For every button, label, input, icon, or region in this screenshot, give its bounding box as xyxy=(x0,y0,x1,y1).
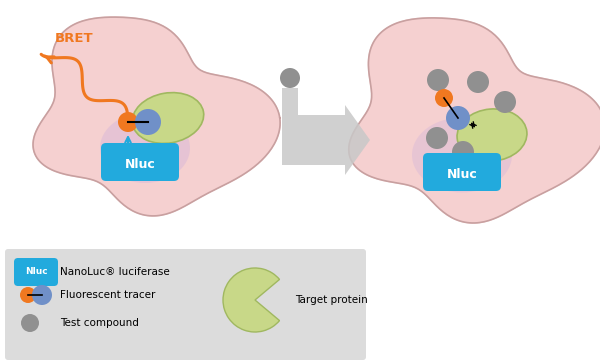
Text: Target protein: Target protein xyxy=(295,295,368,305)
FancyBboxPatch shape xyxy=(14,258,58,286)
Circle shape xyxy=(32,285,52,305)
Text: BRET: BRET xyxy=(55,32,94,45)
Ellipse shape xyxy=(132,92,204,143)
FancyBboxPatch shape xyxy=(5,249,366,360)
Polygon shape xyxy=(349,18,600,223)
Ellipse shape xyxy=(457,109,527,161)
Text: Test compound: Test compound xyxy=(60,318,139,328)
Polygon shape xyxy=(33,17,280,216)
Text: Fluorescent tracer: Fluorescent tracer xyxy=(60,290,155,300)
Text: Nluc: Nluc xyxy=(25,268,47,277)
Text: Nluc: Nluc xyxy=(125,158,155,170)
Ellipse shape xyxy=(412,118,512,193)
Circle shape xyxy=(426,127,448,149)
Circle shape xyxy=(446,106,470,130)
Polygon shape xyxy=(282,88,370,175)
FancyBboxPatch shape xyxy=(423,153,501,191)
FancyBboxPatch shape xyxy=(101,143,179,181)
Circle shape xyxy=(135,109,161,135)
Circle shape xyxy=(20,287,36,303)
Circle shape xyxy=(21,314,39,332)
Circle shape xyxy=(435,89,453,107)
Circle shape xyxy=(427,69,449,91)
Circle shape xyxy=(467,71,489,93)
Wedge shape xyxy=(223,268,280,332)
Text: NanoLuc® luciferase: NanoLuc® luciferase xyxy=(60,267,170,277)
Circle shape xyxy=(280,68,300,88)
Circle shape xyxy=(118,112,138,132)
Circle shape xyxy=(452,141,474,163)
Text: Nluc: Nluc xyxy=(446,167,478,181)
Circle shape xyxy=(494,91,516,113)
Ellipse shape xyxy=(100,113,190,183)
